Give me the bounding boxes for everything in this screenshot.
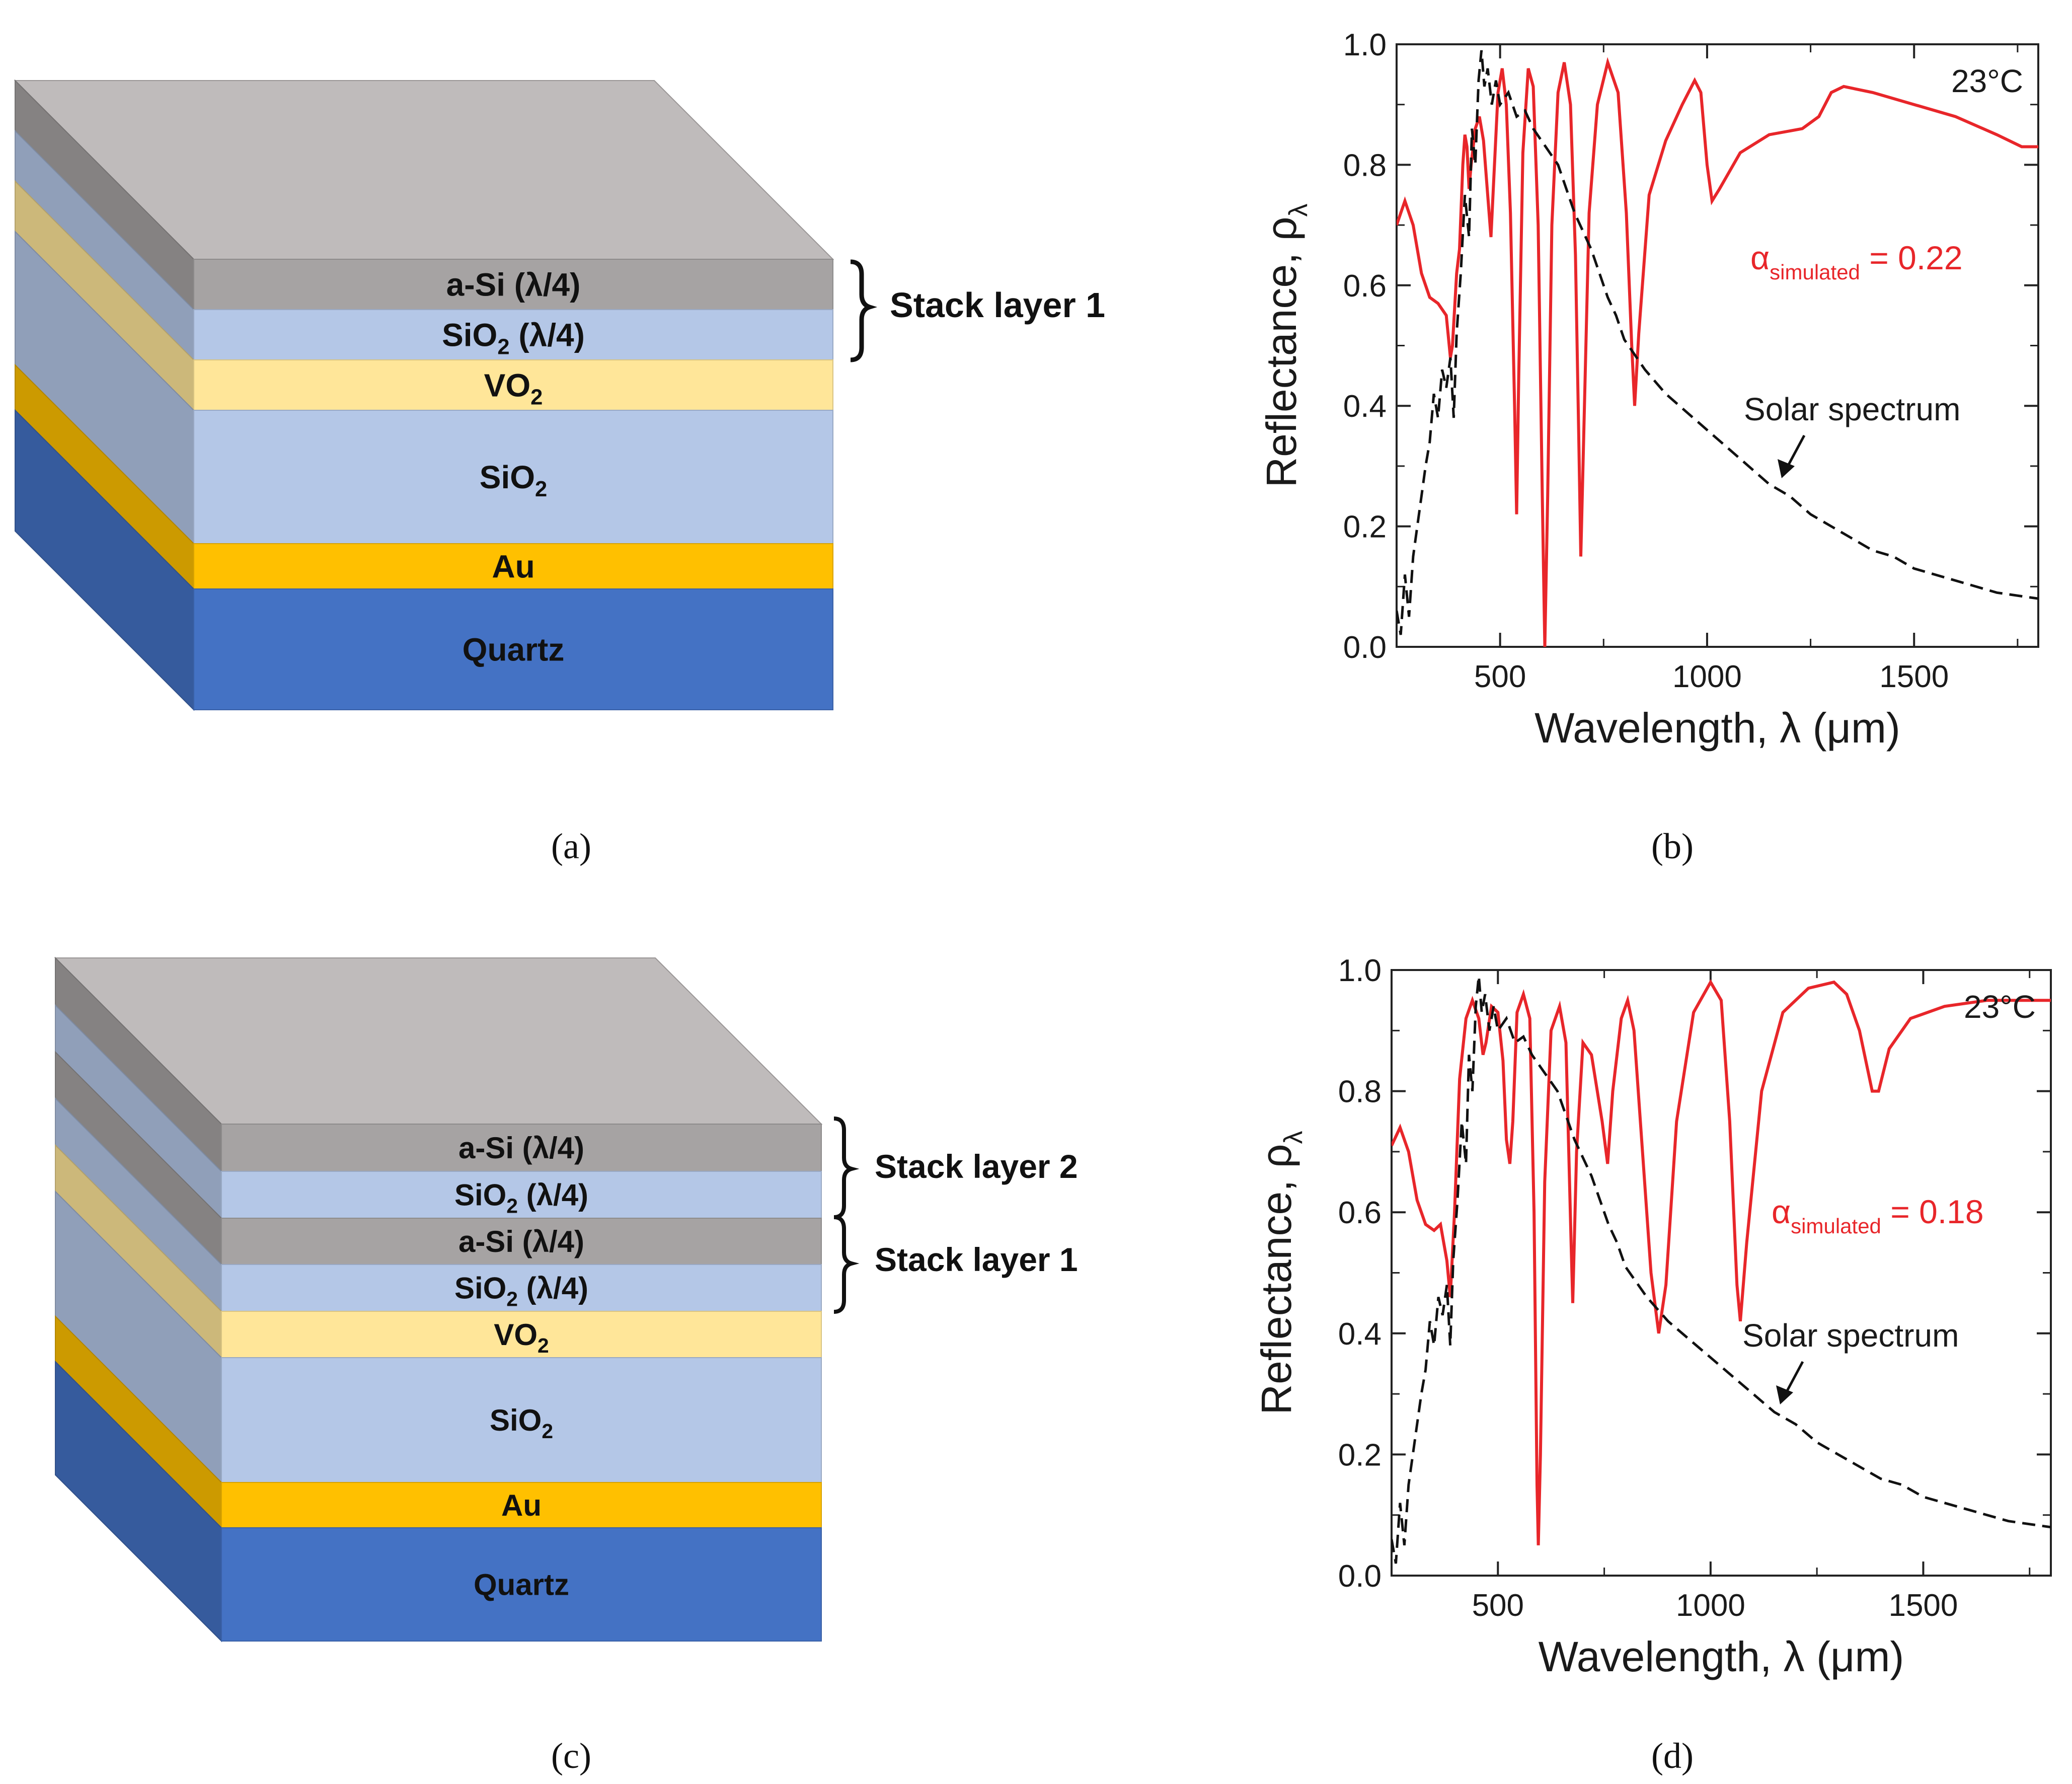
- x-tick-label: 1000: [1672, 659, 1742, 694]
- y-axis-title: Reflectance, ρλ: [1253, 1131, 1308, 1415]
- y-axis-title: Reflectance, ρλ: [1258, 203, 1313, 487]
- layer-label: Au: [501, 1489, 542, 1522]
- caption-c: (c): [551, 1736, 591, 1776]
- plot-frame: [1391, 969, 2052, 1577]
- layer-label: Quartz: [463, 631, 565, 667]
- stack-label-1: Stack layer 1: [875, 1241, 1078, 1278]
- stack-brace-1: [850, 259, 878, 362]
- layer-4: [221, 1311, 822, 1358]
- layer-7: [221, 1527, 822, 1642]
- absorptance-annotation: αsimulated = 0.22: [1750, 239, 1963, 284]
- x-tick-label: 1500: [1888, 1588, 1958, 1623]
- y-tick-label: 0.0: [1338, 1559, 1382, 1594]
- layer-0: [221, 1124, 822, 1172]
- x-tick-label: 1500: [1879, 659, 1949, 694]
- y-tick-label: 1.0: [1338, 953, 1382, 988]
- layer-stack-a: a-Si (λ/4) SiO2 (λ/4) VO2 SiO2 Au Quartz: [14, 79, 834, 711]
- y-tick-label: 0.4: [1343, 389, 1387, 424]
- temperature-label: 23°C: [1964, 989, 2036, 1025]
- panel-c: a-Si (λ/4) SiO2 (λ/4) a-Si (λ/4) SiO2 (λ/4)…: [54, 956, 1078, 1643]
- solar-spectrum-line: [1397, 50, 2038, 635]
- caption-a: (a): [551, 826, 591, 866]
- solar-arrow-head: [1778, 459, 1795, 478]
- layer-label: a-Si (λ/4): [446, 266, 581, 303]
- layer-label: a-Si (λ/4): [458, 1225, 584, 1258]
- layer-4: [193, 543, 833, 589]
- panel-a: a-Si (λ/4) SiO2 (λ/4) VO2 SiO2 Au Quartz Stac…: [14, 79, 1105, 711]
- y-tick-label: 0.8: [1343, 148, 1387, 183]
- solar-spectrum-line: [1392, 976, 2051, 1564]
- x-tick-label: 500: [1472, 1588, 1524, 1623]
- layer-label: SiO2: [490, 1403, 553, 1443]
- caption-d: (d): [1651, 1736, 1694, 1776]
- plot-frame: [1396, 43, 2039, 648]
- reflectance-series-line: [1397, 57, 2038, 647]
- y-tick-label: 0.2: [1343, 510, 1387, 545]
- y-tick-label: 0.6: [1343, 269, 1387, 304]
- reflectance-series-line: [1392, 979, 2051, 1545]
- caption-b: (b): [1651, 826, 1694, 866]
- stack-label-1: Stack layer 1: [890, 285, 1105, 325]
- solar-spectrum-label: Solar spectrum: [1742, 1317, 1959, 1354]
- x-tick-label: 1000: [1676, 1588, 1745, 1623]
- layer-stack-c: a-Si (λ/4) SiO2 (λ/4) a-Si (λ/4) SiO2 (λ/4)…: [54, 956, 823, 1643]
- layer-5: [193, 588, 833, 710]
- y-tick-label: 0.4: [1338, 1317, 1382, 1352]
- y-tick-label: 0.2: [1338, 1438, 1382, 1472]
- x-tick-label: 500: [1474, 659, 1526, 694]
- layer-1: [221, 1171, 822, 1219]
- layer-3: [221, 1264, 822, 1312]
- layer-label: Au: [492, 548, 534, 584]
- layer-label: VO2: [484, 367, 543, 409]
- layer-2: [221, 1218, 822, 1265]
- solar-arrow-head: [1776, 1385, 1793, 1404]
- layer-1: [193, 309, 833, 360]
- x-axis-title: Wavelength, λ (μm): [1539, 1633, 1904, 1680]
- absorptance-annotation: αsimulated = 0.18: [1772, 1193, 1984, 1238]
- layer-3: [193, 410, 833, 544]
- solar-spectrum-label: Solar spectrum: [1744, 391, 1960, 427]
- layer-label: SiO2: [480, 459, 547, 501]
- stack-label-2: Stack layer 2: [875, 1148, 1078, 1185]
- layer-label: VO2: [494, 1318, 549, 1357]
- layer-label: a-Si (λ/4): [458, 1131, 584, 1165]
- reflectance-chart-d: 0.0 0.2 0.4 0.6 0.8 1.0 500 1000 1500 Wavelength,…: [1253, 953, 2052, 1680]
- stack-brace-2: [833, 1117, 860, 1219]
- temperature-label: 23°C: [1951, 63, 2023, 99]
- y-tick-label: 0.6: [1338, 1196, 1382, 1230]
- layer-label: SiO2 (λ/4): [442, 317, 585, 359]
- y-tick-label: 1.0: [1343, 28, 1387, 62]
- layer-5: [221, 1357, 822, 1483]
- x-axis-title: Wavelength, λ (μm): [1534, 704, 1900, 752]
- layer-label: Quartz: [474, 1568, 569, 1602]
- y-tick-label: 0.0: [1343, 630, 1387, 665]
- layer-2: [193, 359, 833, 411]
- layer-6: [221, 1482, 822, 1528]
- stack-brace-1: [833, 1215, 860, 1314]
- reflectance-chart-b: 0.0 0.2 0.4 0.6 0.8 1.0 500 1000 1500 Wavelength,…: [1258, 28, 2039, 752]
- layer-0: [193, 259, 833, 310]
- layer-label: SiO2 (λ/4): [454, 1272, 588, 1311]
- layer-label: SiO2 (λ/4): [454, 1178, 588, 1218]
- y-tick-label: 0.8: [1338, 1075, 1382, 1109]
